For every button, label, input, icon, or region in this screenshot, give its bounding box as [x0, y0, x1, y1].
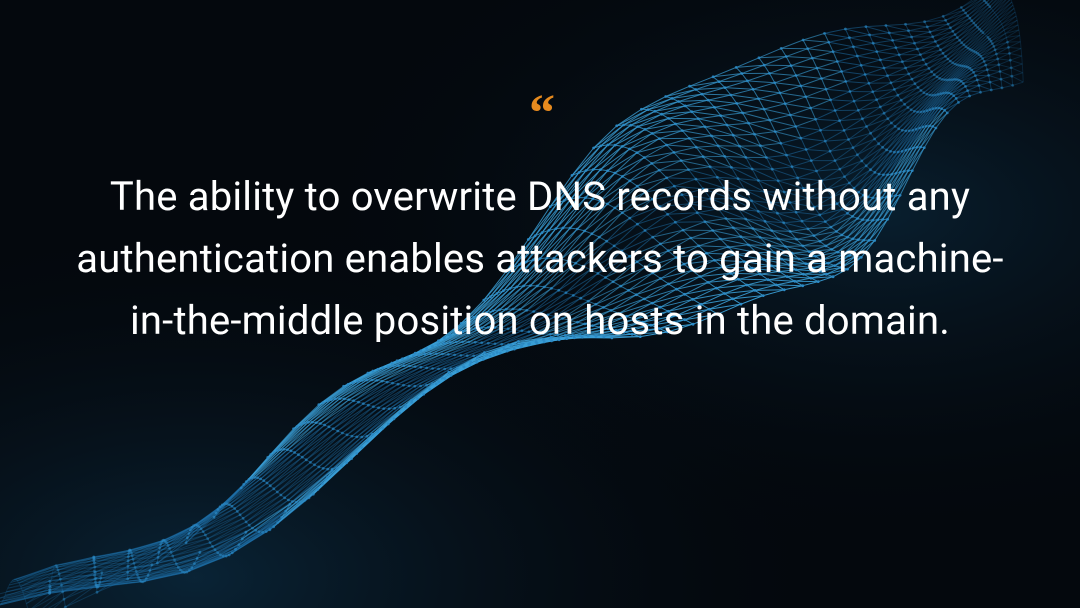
quote-text: The ability to overwrite DNS records wit… — [60, 166, 1020, 352]
quote-card: “ The ability to overwrite DNS records w… — [0, 0, 1080, 608]
open-quote-icon: “ — [529, 88, 551, 140]
